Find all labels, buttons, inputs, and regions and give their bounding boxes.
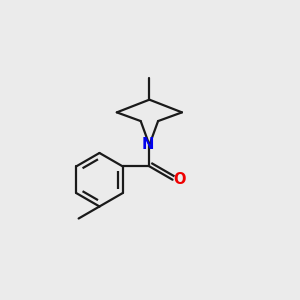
Text: O: O [173,172,185,187]
Text: N: N [142,137,154,152]
